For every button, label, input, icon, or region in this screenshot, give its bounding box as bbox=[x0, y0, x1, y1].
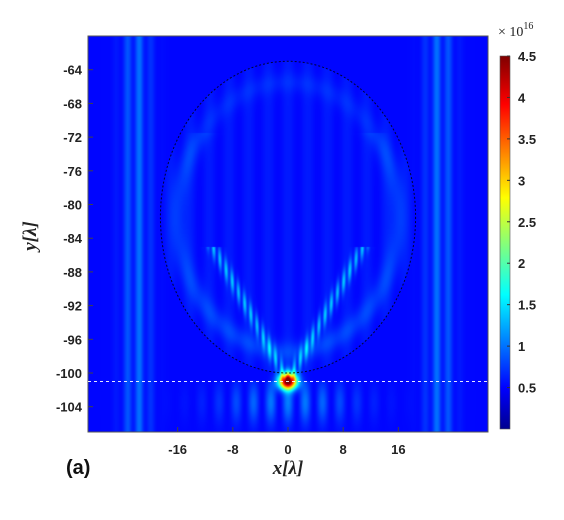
x-tick-label: -8 bbox=[227, 442, 239, 457]
colorbar-tick-label: 4.5 bbox=[518, 49, 536, 64]
x-axis-ticks: -16 -8 0 8 16 bbox=[168, 427, 406, 457]
overlays bbox=[88, 60, 488, 382]
y-tick-label: -72 bbox=[63, 130, 82, 145]
y-tick-label: -92 bbox=[63, 299, 82, 314]
colorbar-multiplier-exponent: 16 bbox=[523, 21, 533, 32]
y-tick-label: -64 bbox=[63, 63, 83, 78]
x-tick-label: -16 bbox=[168, 442, 187, 457]
colorbar-tick-label: 3.5 bbox=[518, 132, 536, 147]
y-tick-label: -100 bbox=[56, 366, 82, 381]
colorbar-tick-label: 4 bbox=[518, 90, 526, 105]
colorbar-tick-label: 1 bbox=[518, 339, 525, 354]
colorbar-tick-label: 2.5 bbox=[518, 215, 536, 230]
y-tick-label: -80 bbox=[63, 198, 82, 213]
intensity-field bbox=[88, 36, 488, 432]
x-tick-label: 8 bbox=[340, 442, 347, 457]
colorbar bbox=[499, 55, 511, 430]
colorbar-multiplier-base: × 10 bbox=[498, 25, 523, 40]
colorbar-tick-label: 3 bbox=[518, 173, 525, 188]
x-tick-label: 16 bbox=[391, 442, 405, 457]
y-tick-label: -68 bbox=[63, 96, 82, 111]
colorbar-ticks: 0.5 1 1.5 2 2.5 3 3.5 4 4.5 bbox=[507, 49, 536, 396]
y-tick-label: -84 bbox=[63, 231, 83, 246]
colorbar-multiplier: × 1016 bbox=[498, 21, 533, 40]
y-tick-label: -76 bbox=[63, 164, 82, 179]
colorbar-tick-label: 2 bbox=[518, 256, 525, 271]
y-tick-label: -96 bbox=[63, 332, 82, 347]
y-axis-ticks: -64 -68 -72 -76 -80 -84 -88 -92 -96 -100 -104 bbox=[56, 63, 93, 415]
y-axis-label: y[λ] bbox=[20, 221, 41, 253]
x-axis-label: x[λ] bbox=[272, 458, 304, 479]
y-tick-label: -88 bbox=[63, 265, 82, 280]
heatmap bbox=[88, 36, 488, 432]
domain-circle bbox=[159, 60, 417, 374]
panel-label: (a) bbox=[66, 457, 90, 479]
y-tick-label: -104 bbox=[56, 400, 83, 415]
x-tick-label: 0 bbox=[284, 442, 291, 457]
colorbar-tick-label: 1.5 bbox=[518, 298, 536, 313]
colorbar-tick-label: 0.5 bbox=[518, 381, 536, 396]
